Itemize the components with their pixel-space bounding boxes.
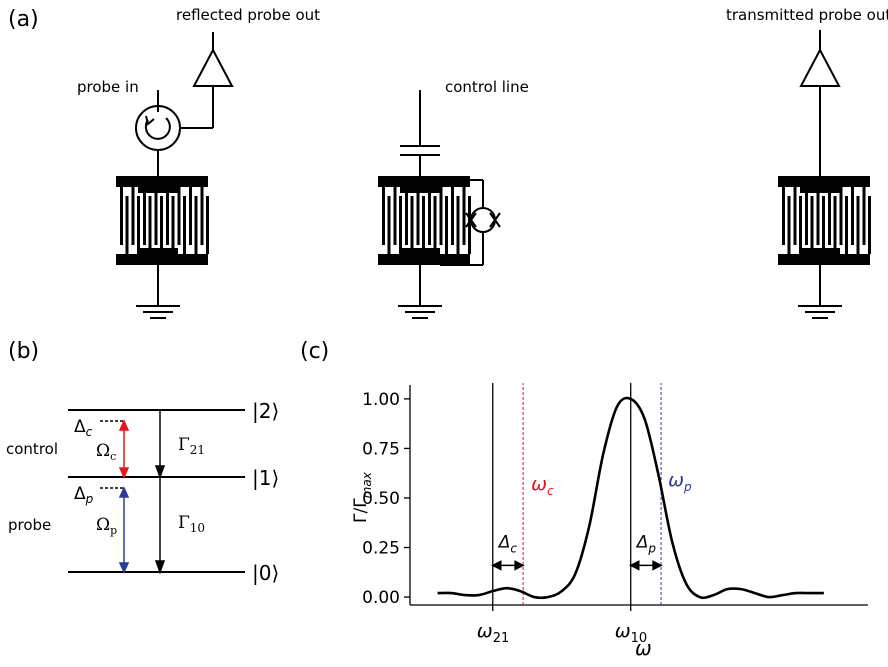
panel-b: (b) |2⟩ |1⟩ |0⟩ Δc Δp Ωc Ωp — [6, 339, 279, 585]
y-tick-label: 1.00 — [362, 390, 400, 410]
y-axis-label: Γ/Γmax — [351, 471, 374, 523]
x-axis-label: ω — [635, 636, 652, 660]
delta-c-annotation: Δc — [497, 533, 518, 556]
transmission-resonator-group — [801, 30, 839, 176]
reflected-probe-out-label: reflected probe out — [176, 6, 320, 24]
y-tick-label: 0.75 — [362, 439, 400, 459]
control-resonator-ground-symbol — [398, 265, 442, 318]
delta-c-label: Δc — [74, 417, 93, 439]
panel-label-a: (a) — [8, 7, 39, 32]
panel-label-c: (c) — [300, 339, 329, 364]
y-tick-label: 0.25 — [362, 539, 400, 559]
reflection-resonator — [116, 176, 209, 318]
omega-p-annotation: ωp — [668, 469, 692, 494]
control-line-label: control line — [445, 78, 529, 96]
probe-drive-arrow — [120, 488, 128, 572]
gamma21-label: Γ21 — [178, 435, 205, 457]
squid-loop — [471, 208, 495, 232]
control-drive-arrow — [120, 421, 128, 477]
omega-p-label: Ωp — [96, 515, 117, 537]
reflected-amplifier-symbol — [194, 50, 232, 86]
resonators — [116, 176, 871, 318]
transmission-resonator — [778, 176, 871, 318]
ket-0-label: |0⟩ — [252, 561, 279, 585]
panel-label-b: (b) — [8, 339, 39, 364]
x-tick-label: ω21 — [477, 620, 509, 646]
ket-2-label: |2⟩ — [252, 399, 279, 423]
panel-a: (a) probe in reflected probe out — [8, 6, 888, 318]
ket-1-label: |1⟩ — [252, 466, 279, 490]
delta-p-annotation: Δp — [635, 533, 657, 556]
gamma21-arrow — [156, 410, 164, 477]
transmitted-probe-out-label: transmitted probe out — [726, 6, 888, 24]
delta-c-arrow — [493, 561, 523, 569]
control-label: control — [6, 440, 58, 458]
y-tick-label: 0.00 — [362, 588, 400, 608]
transmission-resonator-ground-symbol — [798, 265, 842, 318]
probe-label: probe — [8, 516, 51, 534]
transmitted-amplifier-symbol — [801, 50, 839, 86]
probe-in-label: probe in — [77, 78, 139, 96]
delta-p-label: Δp — [74, 484, 94, 506]
gamma10-arrow — [156, 477, 164, 572]
delta-p-arrow — [631, 561, 661, 569]
omega-c-annotation: ωc — [531, 473, 554, 498]
circulator-symbol — [136, 106, 180, 150]
omega-c-label: Ωc — [96, 441, 116, 463]
control-resonator — [378, 176, 471, 318]
reflection-resonator-group — [136, 32, 232, 176]
gamma10-label: Γ10 — [178, 513, 205, 535]
reflection-resonator-ground-symbol — [136, 265, 180, 318]
